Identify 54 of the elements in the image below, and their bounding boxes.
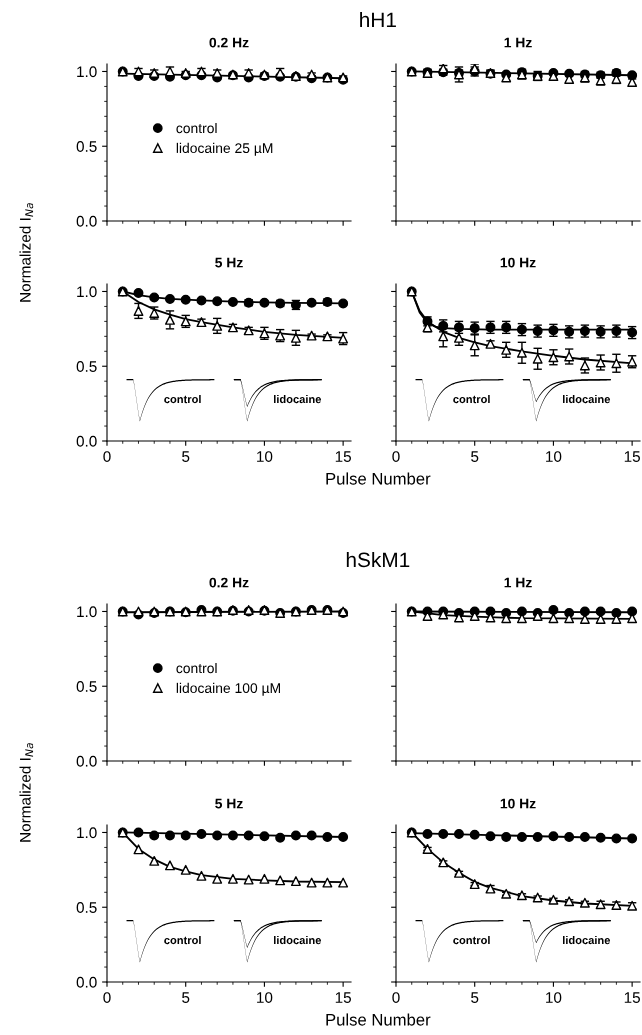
x-axis-title: Pulse Number (326, 1013, 431, 1026)
x-tick-label: 10 (546, 451, 562, 462)
y-tick-label: 0.5 (76, 681, 97, 692)
x-tick-label: 15 (335, 992, 351, 1003)
x-tick-label: 0 (103, 451, 111, 462)
x-tick-label: 0 (103, 992, 111, 1003)
annotation: lidocaine (563, 395, 611, 404)
y-tick-label: 1.0 (77, 606, 97, 618)
x-tick-label: 0 (392, 451, 400, 462)
x-tick-label: 15 (335, 451, 351, 462)
y-tick-label: 0.0 (76, 755, 97, 767)
chart-subtitle: 1 Hz (504, 37, 532, 48)
y-tick-label: 0.5 (76, 902, 97, 913)
annotation: control (453, 395, 490, 404)
legend-label: lidocaine 100 µM (176, 682, 280, 696)
x-axis-title: Pulse Number (326, 472, 431, 485)
chart-subtitle: 0.2 Hz (209, 37, 249, 48)
x-tick-label: 15 (624, 451, 640, 462)
x-tick-label: 10 (257, 451, 273, 462)
y-tick-label: 0.0 (76, 215, 97, 227)
annotation: control (453, 936, 490, 945)
legend-label: control (176, 122, 217, 134)
y-tick-label: 0.0 (76, 435, 97, 447)
chart-title: hSkM1 (346, 551, 410, 568)
annotation: control (164, 395, 201, 404)
x-tick-label: 5 (182, 451, 190, 462)
x-tick-label: 5 (182, 992, 190, 1003)
x-tick-label: 0 (392, 992, 400, 1003)
legend-label: control (176, 662, 217, 674)
x-tick-label: 15 (624, 992, 640, 1003)
y-tick-label: 1.0 (77, 66, 97, 78)
y-tick-label: 1.0 (77, 827, 97, 839)
chart-title: hH1 (360, 11, 396, 27)
x-tick-label: 5 (471, 451, 479, 462)
x-tick-label: 10 (257, 992, 273, 1003)
y-tick-label: 0.5 (76, 361, 97, 372)
y-axis-title: Normalized I$_{Na}$ (19, 743, 34, 842)
y-tick-label: 1.0 (77, 286, 97, 298)
y-axis-title: Normalized I$_{Na}$ (19, 203, 34, 302)
annotation: control (164, 936, 201, 945)
annotation: lidocaine (274, 395, 322, 404)
chart-subtitle: 5 Hz (215, 257, 243, 268)
chart-subtitle: 0.2 Hz (209, 577, 249, 588)
legend-label: lidocaine 25 µM (176, 142, 273, 156)
y-tick-label: 0.5 (76, 141, 97, 152)
x-tick-label: 5 (471, 992, 479, 1003)
chart-subtitle: 10 Hz (500, 257, 536, 268)
chart-subtitle: 1 Hz (504, 577, 532, 588)
chart-subtitle: 10 Hz (500, 798, 536, 809)
x-tick-label: 10 (546, 992, 562, 1003)
annotation: lidocaine (274, 936, 322, 945)
y-tick-label: 0.0 (76, 976, 97, 988)
chart-subtitle: 5 Hz (215, 798, 243, 809)
annotation: lidocaine (563, 936, 611, 945)
